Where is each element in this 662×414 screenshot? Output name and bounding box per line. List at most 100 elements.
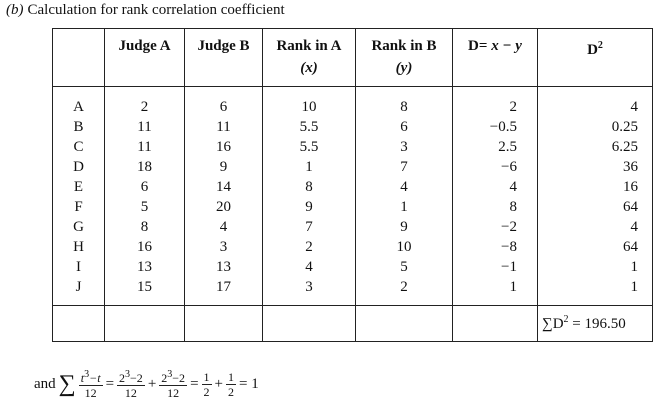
cell: 0.25 bbox=[537, 117, 653, 137]
cell: 4 bbox=[537, 86, 653, 117]
cell: 15 bbox=[104, 277, 185, 306]
equals: = bbox=[190, 375, 199, 392]
row-label: F bbox=[52, 197, 105, 217]
cell: 3 bbox=[355, 137, 453, 157]
cell: 8 bbox=[452, 197, 538, 217]
cell: 2 bbox=[452, 86, 538, 117]
cell: 4 bbox=[184, 217, 263, 237]
cell: 16 bbox=[537, 177, 653, 197]
header-var: (y) bbox=[395, 60, 413, 76]
den: 12 bbox=[124, 386, 137, 400]
lead: and bbox=[34, 375, 56, 392]
den: 12 bbox=[167, 386, 180, 400]
row-label: J bbox=[52, 277, 105, 306]
header-text: D= bbox=[468, 38, 488, 54]
num-rest: −2 bbox=[130, 371, 143, 385]
cell: 10 bbox=[262, 86, 356, 117]
exp: 2 bbox=[563, 314, 569, 325]
row-label: C bbox=[52, 137, 105, 157]
num-base: t bbox=[80, 371, 85, 385]
sigma: ∑ bbox=[542, 316, 553, 332]
num-exp: 3 bbox=[84, 369, 90, 380]
column-header: Rank in B (y) bbox=[355, 28, 453, 87]
den: 2 bbox=[203, 384, 210, 399]
row-label: B bbox=[52, 117, 105, 137]
row-label: A bbox=[52, 86, 105, 117]
cell: 4 bbox=[355, 177, 453, 197]
cell: 5 bbox=[355, 257, 453, 277]
cell: 11 bbox=[104, 137, 185, 157]
row-label: H bbox=[52, 237, 105, 257]
table-row: E 6 14 8 4 4 16 bbox=[52, 177, 653, 197]
num-exp: 3 bbox=[167, 369, 173, 380]
table: Judge A Judge B Rank in A (x) Rank in B (y) D=… bbox=[52, 28, 653, 342]
table-row: C 11 16 5.5 3 2.5 6.25 bbox=[52, 137, 653, 157]
cell: 3 bbox=[184, 237, 263, 257]
cell: 18 bbox=[104, 157, 185, 177]
table-row: A 2 6 10 8 2 4 bbox=[52, 86, 653, 117]
column-header: D2 bbox=[537, 28, 653, 87]
num-exp: 3 bbox=[125, 369, 131, 380]
row-label: D bbox=[52, 157, 105, 177]
table-row: J 15 17 3 2 1 1 bbox=[52, 277, 653, 306]
cell: 4 bbox=[452, 177, 538, 197]
den: 12 bbox=[84, 386, 97, 400]
cell: 7 bbox=[262, 217, 356, 237]
header-text: Judge B bbox=[197, 38, 250, 54]
cell: 6 bbox=[355, 117, 453, 137]
corner-cell bbox=[52, 28, 105, 87]
cell: −8 bbox=[452, 237, 538, 257]
header-exp: 2 bbox=[597, 40, 603, 51]
caption: (b) Calculation for rank correlation coef… bbox=[6, 2, 285, 19]
column-header: D= x − y bbox=[452, 28, 538, 87]
cell: 64 bbox=[537, 197, 653, 217]
cell: 8 bbox=[355, 86, 453, 117]
cell: 17 bbox=[184, 277, 263, 306]
cell: 13 bbox=[104, 257, 185, 277]
cell: 1 bbox=[452, 277, 538, 306]
table-row: D 18 9 1 7 −6 36 bbox=[52, 157, 653, 177]
header-var: (x) bbox=[300, 60, 318, 76]
cell: 9 bbox=[355, 217, 453, 237]
column-header: Judge A bbox=[104, 28, 185, 87]
cell: 64 bbox=[537, 237, 653, 257]
cell: 3 bbox=[262, 277, 356, 306]
caption-text: Calculation for rank correlation coeffic… bbox=[27, 2, 285, 18]
footer-row: ∑D2 = 196.50 bbox=[52, 305, 653, 342]
den: 2 bbox=[228, 384, 234, 399]
plus: + bbox=[214, 375, 223, 392]
table-row: G 8 4 7 9 −2 4 bbox=[52, 217, 653, 237]
table-row: H 16 3 2 10 −8 64 bbox=[52, 237, 653, 257]
cell: 20 bbox=[184, 197, 263, 217]
cell: 5 bbox=[104, 197, 185, 217]
cell: 9 bbox=[184, 157, 263, 177]
result: = 1 bbox=[239, 375, 259, 392]
fraction: 23−2 12 bbox=[117, 368, 145, 400]
cell: 8 bbox=[104, 217, 185, 237]
cell: 5.5 bbox=[262, 117, 356, 137]
cell: 1 bbox=[537, 277, 653, 306]
cell: 5.5 bbox=[262, 137, 356, 157]
table-row: I 13 13 4 5 −1 1 bbox=[52, 257, 653, 277]
caption-label: (b) bbox=[6, 2, 24, 18]
num-base: 2 bbox=[161, 371, 168, 385]
cell: 36 bbox=[537, 157, 653, 177]
cell: 8 bbox=[262, 177, 356, 197]
num-rest: −2 bbox=[172, 371, 186, 385]
cell: 6 bbox=[104, 177, 185, 197]
header-text: D bbox=[587, 42, 598, 58]
header-var: x − y bbox=[491, 38, 522, 54]
cell: 11 bbox=[104, 117, 185, 137]
table-row: B 11 11 5.5 6 −0.5 0.25 bbox=[52, 117, 653, 137]
cell: 16 bbox=[104, 237, 185, 257]
cell: 9 bbox=[262, 197, 356, 217]
sum-cell: ∑D2 = 196.50 bbox=[537, 305, 653, 342]
cell: 14 bbox=[184, 177, 263, 197]
cell: −6 bbox=[452, 157, 538, 177]
cell: 1 bbox=[262, 157, 356, 177]
cell: 16 bbox=[184, 137, 263, 157]
row-label: G bbox=[52, 217, 105, 237]
